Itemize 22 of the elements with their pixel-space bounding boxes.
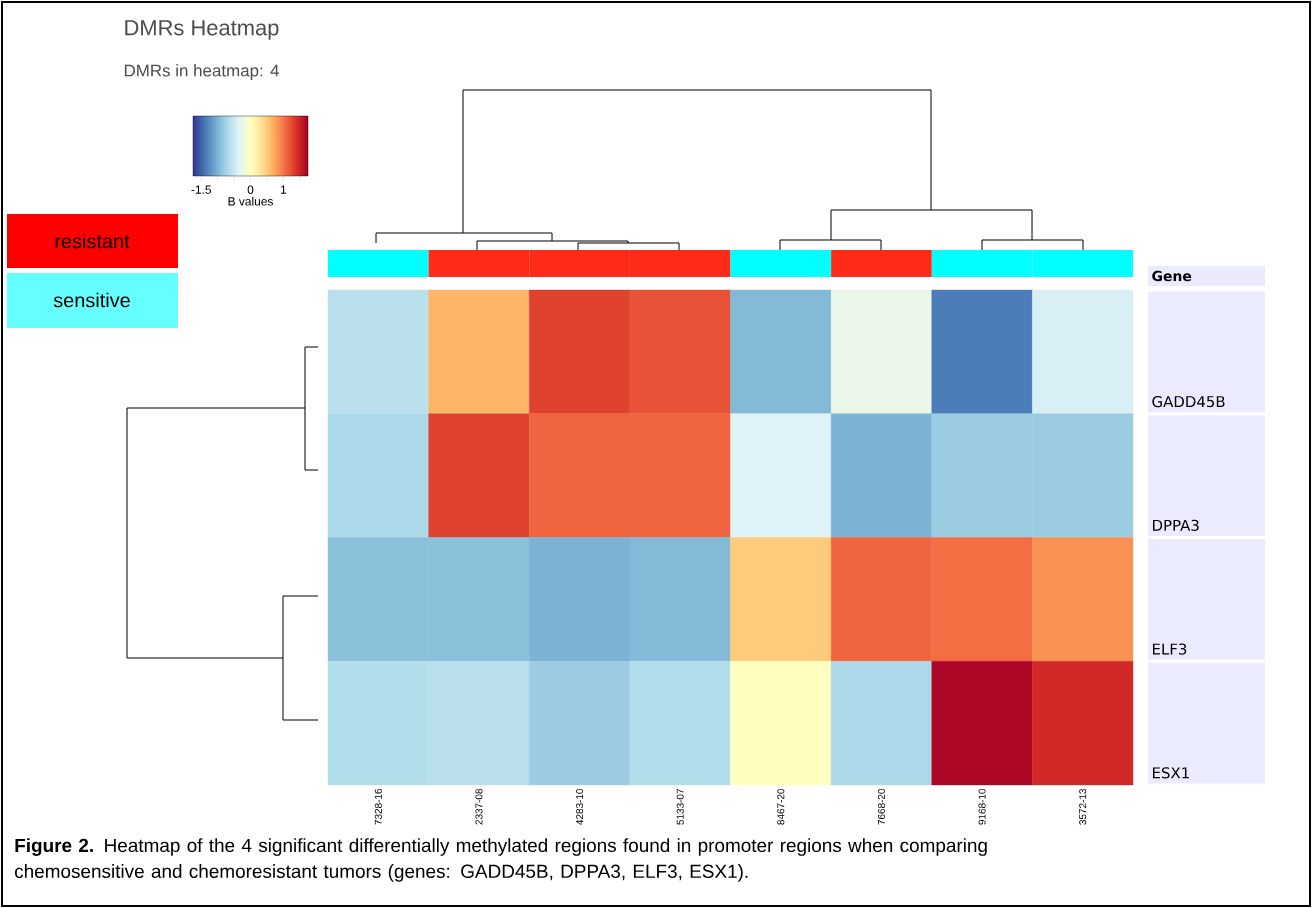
- x-tick-label: 5133-07: [676, 789, 684, 825]
- color-bar-label: 1: [280, 185, 287, 194]
- color-bar-label: 0: [247, 185, 254, 194]
- y-tick-label: GADD45B: [1152, 395, 1225, 408]
- x-tick-label: 7328-16: [374, 788, 382, 825]
- y-tick-label: ELF3: [1153, 643, 1187, 655]
- y-tick-label: DPPA3: [1153, 519, 1199, 531]
- x-tick-label: 4283-10: [576, 788, 584, 825]
- chart-title: DMRs Heatmap: [125, 20, 279, 40]
- x-tick-label: 2337-08: [475, 788, 483, 825]
- x-tick-label: 3572-13: [1079, 788, 1087, 825]
- y-tick-label: ESX1: [1153, 767, 1189, 779]
- color-bar-label: -1.5: [191, 185, 212, 194]
- text: resistant: [55, 233, 130, 249]
- y-axis-title: Gene: [1152, 270, 1192, 282]
- x-tick-label: 8467-20: [777, 788, 785, 825]
- color-bar-title: B values: [228, 196, 273, 206]
- chart-subtitle: DMRs in heatmap: 4: [124, 64, 279, 80]
- x-tick-label: 9168-10: [978, 788, 986, 825]
- text: Figure 2. Heatmap of the 4 significant differentially methylated regions found in promoter regions when comparing chemosensitive and chemoresistant tumors (genes: GADD45B, DPPA3, ELF3, ESX1).: [15, 838, 987, 882]
- x-tick-label: 7668-20: [877, 788, 885, 825]
- text: sensitive: [53, 292, 130, 308]
